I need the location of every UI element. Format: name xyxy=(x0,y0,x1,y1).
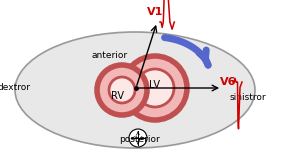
Text: posterior: posterior xyxy=(120,135,160,145)
Circle shape xyxy=(123,56,187,120)
Text: anterior: anterior xyxy=(92,50,128,60)
Ellipse shape xyxy=(15,32,255,148)
Text: V6: V6 xyxy=(220,77,236,87)
Text: V1: V1 xyxy=(147,7,163,17)
Text: LV: LV xyxy=(149,80,160,90)
Circle shape xyxy=(109,77,135,103)
Text: sinistror: sinistror xyxy=(230,93,266,101)
Circle shape xyxy=(97,65,147,115)
Text: dextror: dextror xyxy=(0,83,31,93)
Circle shape xyxy=(136,69,174,107)
Text: RV: RV xyxy=(112,91,125,101)
Circle shape xyxy=(129,129,147,147)
